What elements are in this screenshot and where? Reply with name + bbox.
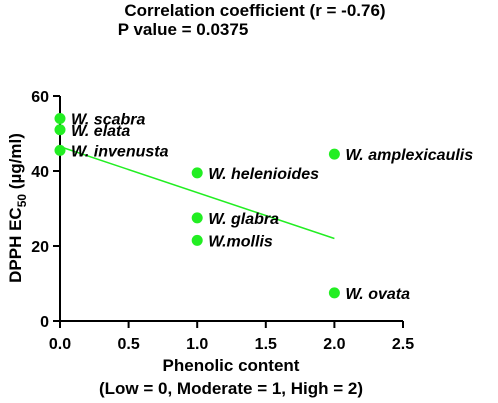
point-label: W. invenusta xyxy=(71,143,169,160)
data-points xyxy=(54,113,340,299)
point-label: W. helenioides xyxy=(208,166,319,183)
data-point xyxy=(191,167,203,179)
data-point xyxy=(191,234,203,246)
x-tick-label: 2.5 xyxy=(392,336,414,353)
data-point xyxy=(54,144,66,156)
chart-title: Correlation coefficient (r = -0.76) xyxy=(124,1,385,20)
data-point xyxy=(191,212,203,224)
y-axis-label-unit: (µg/ml) xyxy=(6,133,25,194)
y-axis-label-main: DPPH EC xyxy=(6,207,25,283)
data-point xyxy=(328,148,340,160)
data-point xyxy=(328,287,340,299)
trendline xyxy=(59,145,335,240)
x-axis-sublabel: (Low = 0, Moderate = 1, High = 2) xyxy=(99,379,363,398)
point-label: W. elata xyxy=(71,123,130,140)
x-tick-label: 0.5 xyxy=(117,336,139,353)
x-tick-label: 2.0 xyxy=(323,336,345,353)
data-point xyxy=(54,113,66,124)
y-tick-label: 40 xyxy=(31,164,49,181)
point-label: W. scabra xyxy=(71,112,146,129)
point-label: W.mollis xyxy=(208,233,273,250)
y-axis-ticks: 0 20 40 60 xyxy=(31,89,60,331)
point-label: W. glabra xyxy=(208,211,279,228)
x-tick-label: 1.0 xyxy=(186,336,208,353)
y-tick-label: 0 xyxy=(40,314,49,331)
x-tick-label: 1.5 xyxy=(255,336,277,353)
x-axis-label: Phenolic content xyxy=(163,356,300,375)
point-label: W. amplexicaulis xyxy=(345,147,473,164)
chart-subtitle: P value = 0.0375 xyxy=(118,20,249,39)
point-label: W. ovata xyxy=(345,286,410,303)
y-tick-label: 20 xyxy=(31,239,49,256)
x-axis-ticks: 0.0 0.5 1.0 1.5 2.0 2.5 xyxy=(49,321,414,353)
y-axis-label-subscript: 50 xyxy=(15,194,29,208)
data-point xyxy=(54,124,66,136)
y-axis-label: DPPH EC50 (µg/ml) xyxy=(6,133,29,283)
x-tick-label: 0.0 xyxy=(49,336,71,353)
y-tick-label: 60 xyxy=(31,89,49,106)
